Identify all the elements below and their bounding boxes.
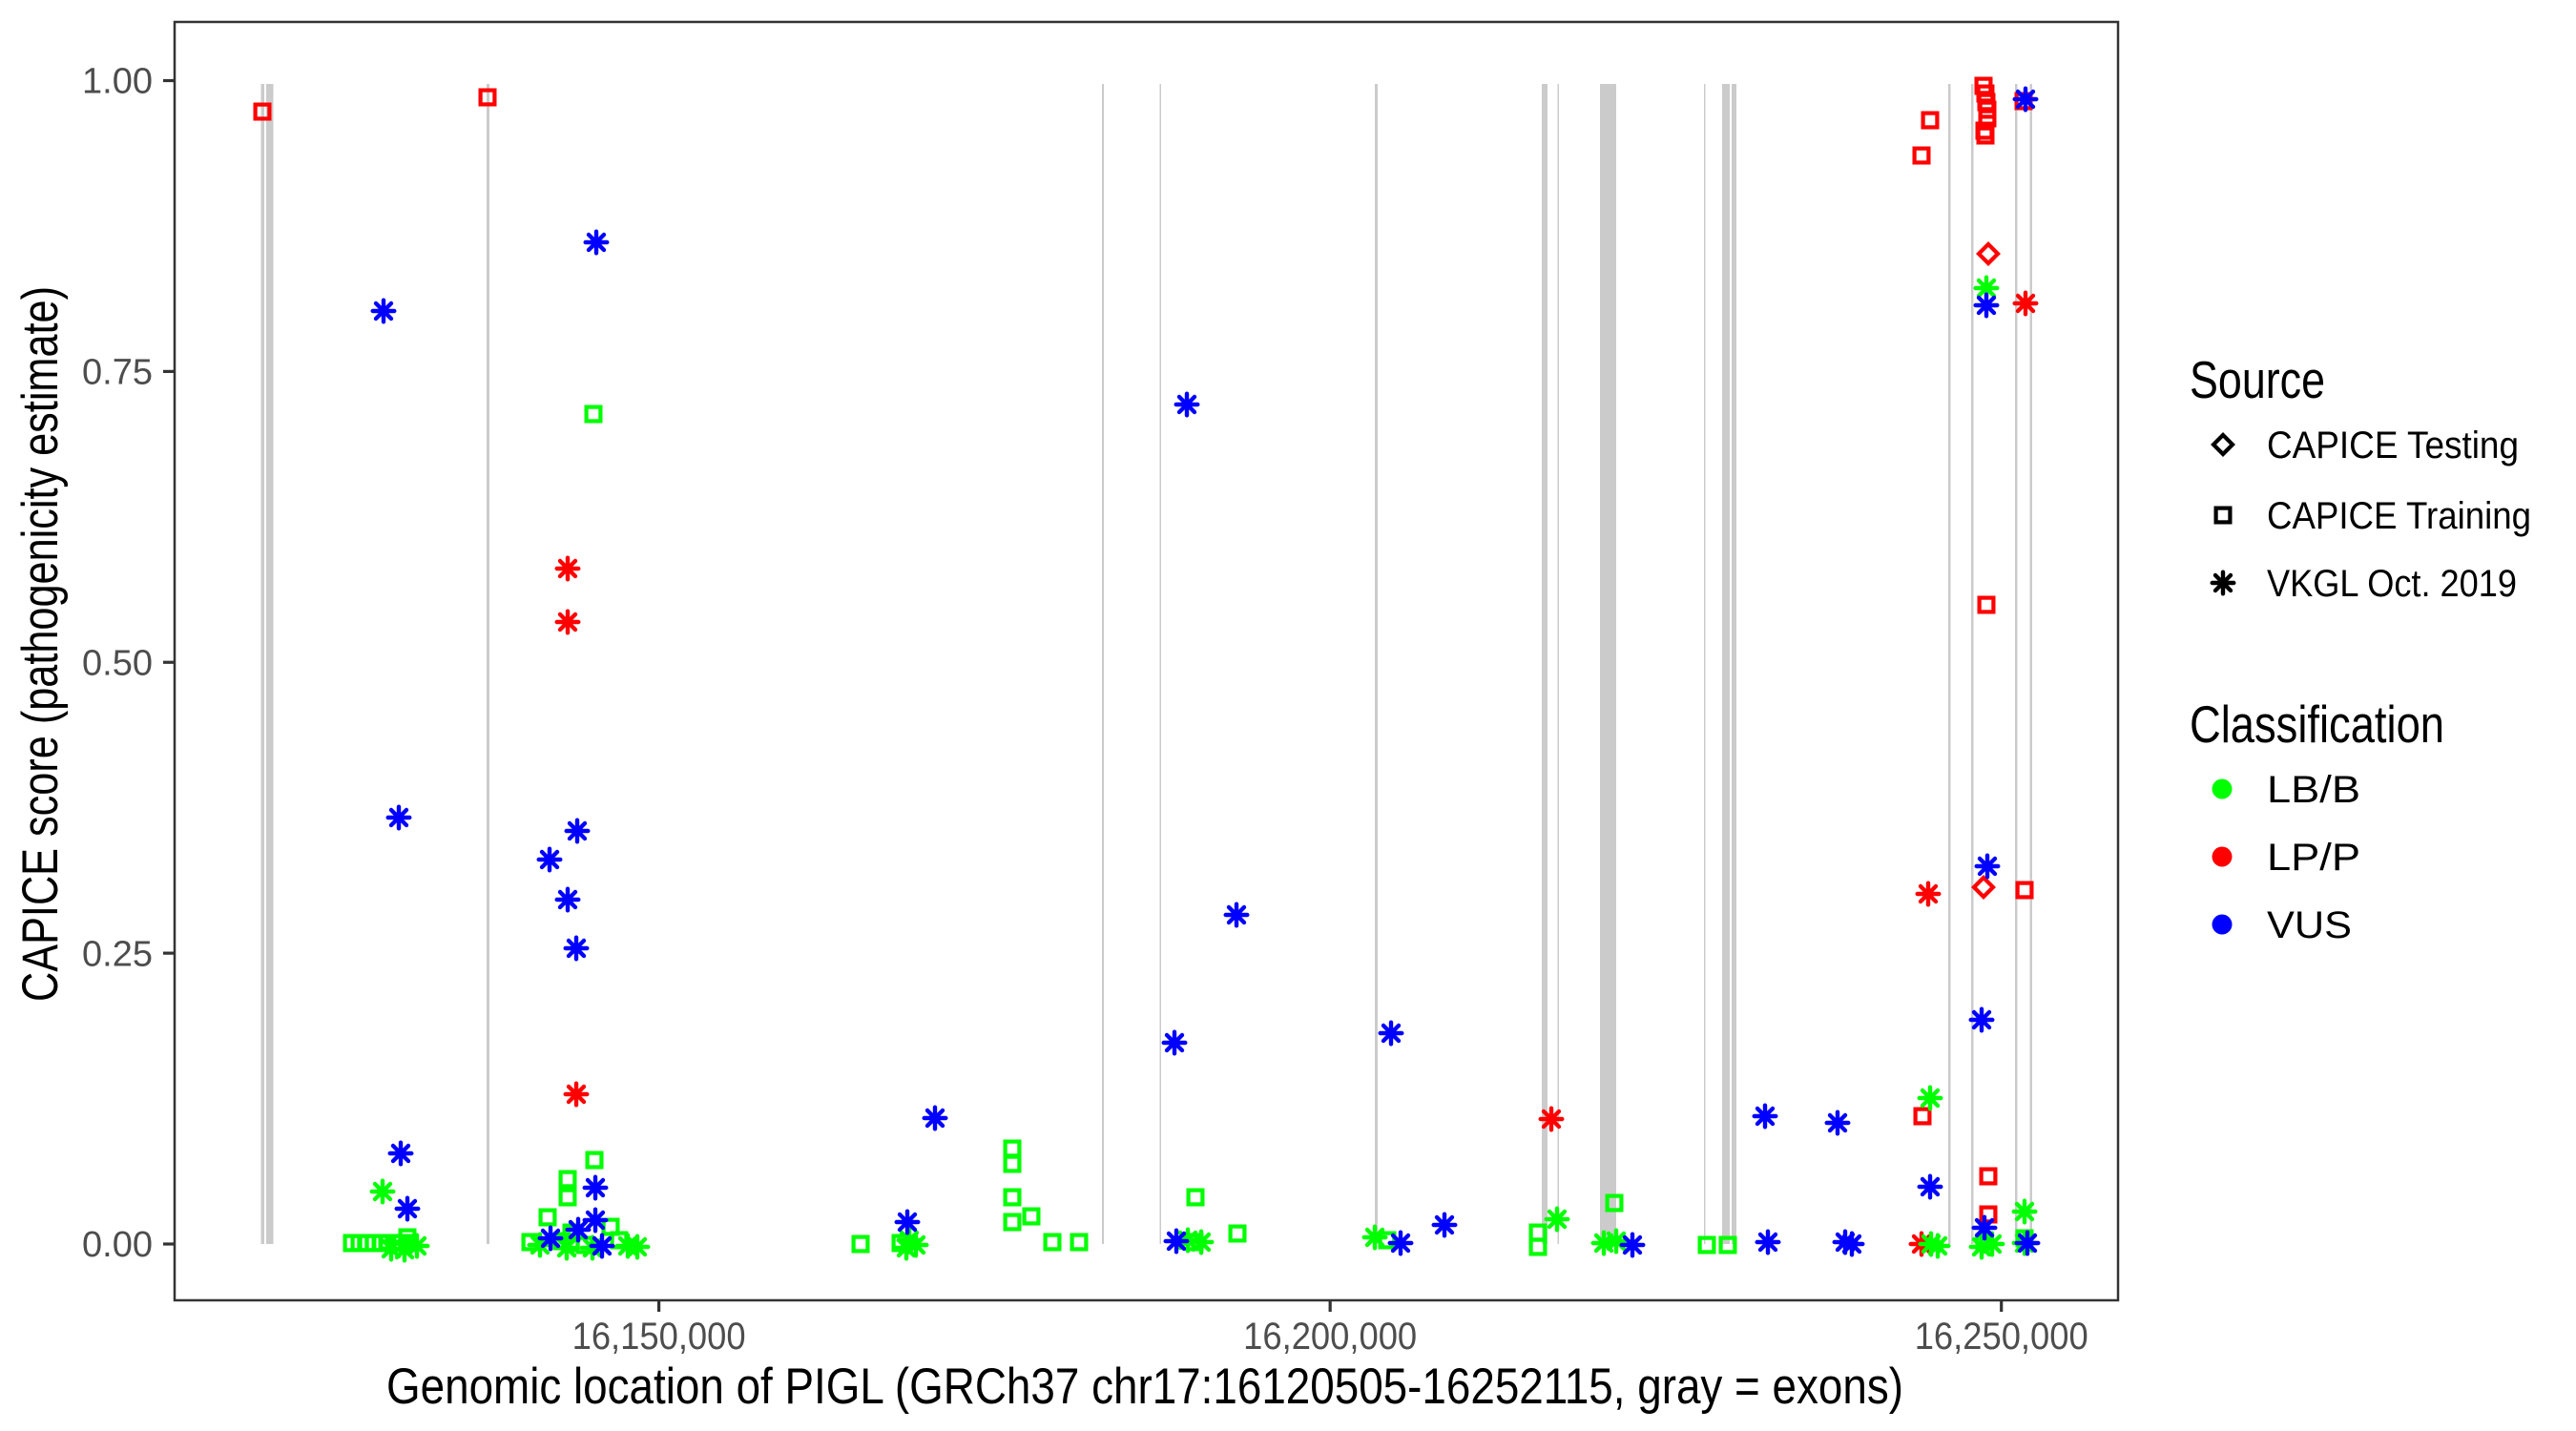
svg-text:0.25: 0.25 (82, 934, 153, 974)
svg-text:0.00: 0.00 (82, 1225, 153, 1265)
svg-text:16,150,000: 16,150,000 (572, 1316, 746, 1358)
svg-text:CAPICE Testing: CAPICE Testing (2267, 425, 2519, 467)
svg-text:16,250,000: 16,250,000 (1915, 1316, 2088, 1358)
svg-text:VKGL Oct. 2019: VKGL Oct. 2019 (2267, 563, 2517, 605)
svg-text:1.00: 1.00 (82, 62, 153, 102)
svg-text:Source: Source (2190, 350, 2325, 409)
svg-text:VUS: VUS (2267, 904, 2352, 946)
svg-text:0.75: 0.75 (82, 353, 153, 393)
svg-text:0.50: 0.50 (82, 643, 153, 683)
svg-text:16,200,000: 16,200,000 (1243, 1316, 1417, 1358)
svg-text:Classification: Classification (2190, 695, 2444, 754)
svg-text:LP/P: LP/P (2267, 837, 2360, 879)
svg-text:LB/B: LB/B (2267, 769, 2360, 811)
svg-text:CAPICE score (pathogenicity es: CAPICE score (pathogenicity estimate) (12, 286, 69, 1002)
svg-text:Genomic location of PIGL (GRCh: Genomic location of PIGL (GRCh37 chr17:1… (386, 1358, 1903, 1415)
svg-text:CAPICE Training: CAPICE Training (2267, 495, 2531, 537)
